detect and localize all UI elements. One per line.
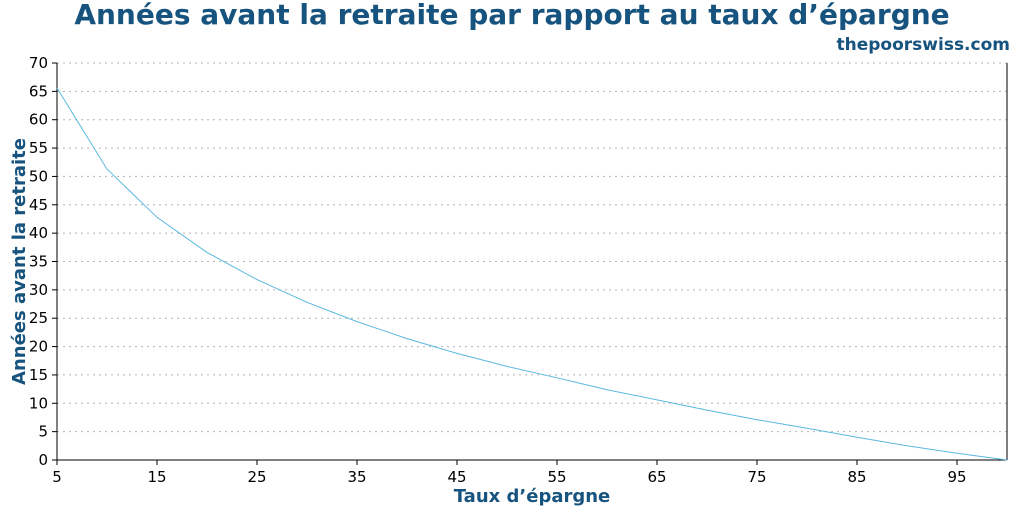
x-tick-label: 75 [747,468,766,486]
y-tick-label: 40 [29,224,48,242]
y-tick-label: 10 [29,394,48,412]
y-tick-label: 25 [29,309,48,327]
y-tick-label: 45 [29,196,48,214]
y-tick-label: 0 [38,451,48,469]
y-tick-label: 70 [29,54,48,72]
y-axis: 0 5 10 15 20 25 30 35 40 45 50 55 60 65 70 [29,54,57,469]
chart-source: thepoorswiss.com [836,35,1011,55]
x-tick-label: 45 [447,468,466,486]
series-line-0 [56,87,1008,461]
y-tick-label: 35 [29,253,48,271]
y-axis-title: Années avant la retraite [9,138,30,385]
x-axis-title: Taux d’épargne [454,486,611,507]
series-layer [56,87,1008,461]
x-tick-label: 55 [547,468,566,486]
y-tick-label: 55 [29,139,48,157]
x-tick-label: 5 [52,468,62,486]
x-tick-label: 25 [247,468,266,486]
x-axis: 5 15 25 35 45 55 65 75 85 95 [52,460,967,486]
x-tick-label: 15 [147,468,166,486]
x-tick-label: 95 [947,468,966,486]
grid [57,62,1007,433]
y-tick-label: 5 [38,423,48,441]
x-tick-label: 85 [847,468,866,486]
chart-title: Années avant la retraite par rapport au … [74,0,950,31]
y-tick-label: 30 [29,281,48,299]
y-tick-label: 15 [29,366,48,384]
y-tick-label: 50 [29,167,48,185]
x-tick-label: 35 [347,468,366,486]
x-tick-label: 65 [647,468,666,486]
y-tick-label: 60 [29,111,48,129]
y-tick-label: 20 [29,338,48,356]
y-tick-label: 65 [29,82,48,100]
